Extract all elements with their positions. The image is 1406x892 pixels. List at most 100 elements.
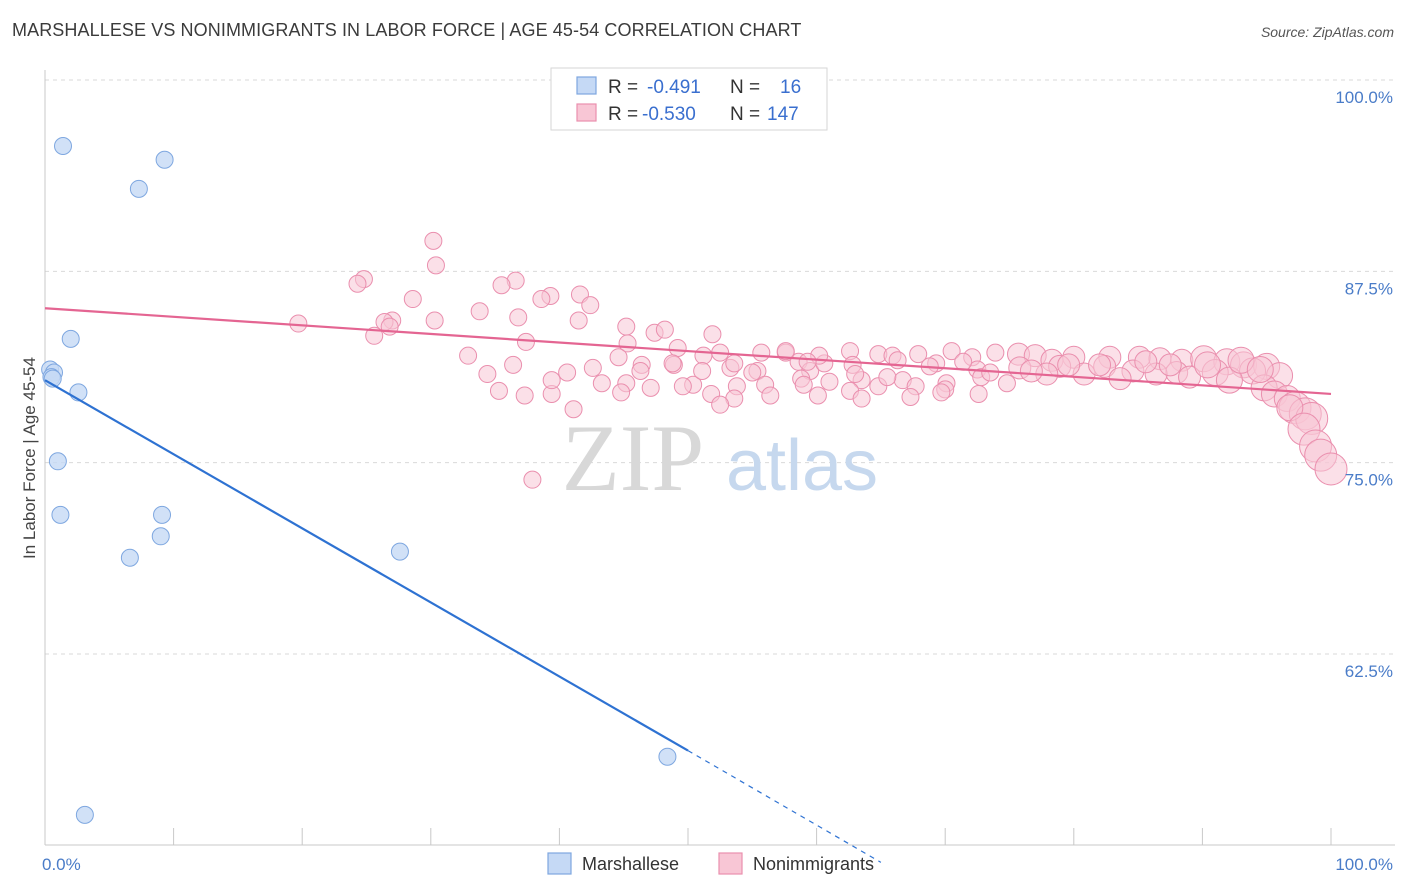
legend-row-marshallese: R = -0.491 N = 16 bbox=[576, 76, 801, 98]
nonimmigrants-point bbox=[516, 332, 535, 351]
watermark-atlas: atlas bbox=[726, 426, 878, 506]
bottom-legend-marshallese: Marshallese bbox=[582, 854, 679, 874]
marshallese-point bbox=[129, 179, 148, 198]
nonimmigrants-point bbox=[1246, 355, 1274, 383]
legend-r-value: -0.491 bbox=[647, 77, 701, 98]
x-tick-labels: 0.0% 100.0% bbox=[42, 855, 1393, 874]
nonimmigrants-point bbox=[558, 363, 577, 382]
nonimmigrants-point bbox=[846, 365, 865, 384]
nonimmigrants-point bbox=[1158, 353, 1182, 377]
nonimmigrants-point bbox=[609, 348, 628, 367]
nonimmigrants-point bbox=[673, 377, 692, 396]
axes bbox=[44, 70, 1395, 846]
nonimmigrants-point bbox=[569, 311, 588, 330]
nonimmigrants-point bbox=[752, 343, 771, 362]
nonimmigrants-point bbox=[641, 378, 660, 397]
marshallese-point bbox=[120, 548, 139, 567]
nonimmigrants-point bbox=[761, 386, 780, 405]
nonimmigrants-point bbox=[523, 470, 542, 489]
marshallese-point bbox=[153, 505, 172, 524]
nonimmigrants-point bbox=[655, 320, 674, 339]
nonimmigrants-point bbox=[542, 371, 561, 390]
marshallese-point bbox=[51, 505, 70, 524]
marshallese-point bbox=[658, 747, 677, 766]
nonimmigrants-point bbox=[798, 352, 817, 371]
legend: R = -0.491 N = 16 R = -0.530 N = 147 bbox=[550, 67, 828, 131]
marshallese-point bbox=[61, 329, 80, 348]
nonimmigrants-point bbox=[617, 317, 636, 336]
nonimmigrants-point bbox=[954, 352, 973, 371]
bottom-legend-nonimmigrants: Nonimmigrants bbox=[753, 854, 874, 874]
nonimmigrants-point bbox=[424, 231, 443, 250]
nonimmigrants-point bbox=[878, 368, 897, 387]
nonimmigrants-point bbox=[794, 375, 813, 394]
marshallese-point bbox=[151, 527, 170, 546]
nonimmigrants-point bbox=[478, 365, 497, 384]
y-tick-labels: 100.0% 87.5% 75.0% 62.5% bbox=[1335, 88, 1393, 681]
nonimmigrants-point bbox=[776, 342, 795, 361]
nonimmigrants-point bbox=[289, 314, 308, 333]
x-tick-label: 0.0% bbox=[42, 855, 81, 874]
nonimmigrants-point bbox=[852, 389, 871, 408]
marshallese-point bbox=[48, 452, 67, 471]
nonimmigrants-point bbox=[694, 346, 713, 365]
nonimmigrants-point bbox=[470, 302, 489, 321]
nonimmigrants-point bbox=[693, 361, 712, 380]
nonimmigrants-point bbox=[583, 358, 602, 377]
nonimmigrants-point bbox=[1019, 359, 1043, 383]
nonimmigrants-point bbox=[532, 290, 551, 309]
y-tick-label: 75.0% bbox=[1345, 471, 1393, 490]
nonimmigrants-point bbox=[663, 354, 682, 373]
nonimmigrants-point bbox=[969, 384, 988, 403]
bottom-legend: Marshallese Nonimmigrants bbox=[547, 852, 874, 875]
x-tick-label: 100.0% bbox=[1335, 855, 1393, 874]
nonimmigrants-point bbox=[997, 374, 1016, 393]
source-label: Source: ZipAtlas.com bbox=[1260, 24, 1394, 40]
legend-n-label: N = bbox=[730, 104, 760, 125]
nonimmigrants-point bbox=[515, 386, 534, 405]
nonimmigrants-point bbox=[492, 276, 511, 295]
nonimmigrants-point bbox=[426, 256, 445, 275]
legend-row-nonimmigrants: R = -0.530 N = 147 bbox=[576, 103, 799, 125]
nonimmigrants-point bbox=[909, 345, 928, 364]
nonimmigrants-point bbox=[743, 363, 762, 382]
y-axis-title: In Labor Force | Age 45-54 bbox=[20, 357, 39, 559]
nonimmigrants-point bbox=[564, 400, 583, 419]
nonimmigrants-point bbox=[403, 290, 422, 309]
nonimmigrants-point bbox=[581, 296, 600, 315]
nonimmigrants-point bbox=[425, 311, 444, 330]
y-tick-label: 87.5% bbox=[1345, 279, 1393, 298]
y-tick-label: 100.0% bbox=[1335, 88, 1393, 107]
legend-r-label: R = bbox=[608, 104, 638, 125]
marshallese-point bbox=[390, 542, 409, 561]
nonimmigrants-point bbox=[489, 381, 508, 400]
legend-n-label: N = bbox=[730, 77, 760, 98]
nonimmigrants-point bbox=[820, 372, 839, 391]
legend-swatch-nonimmigrants bbox=[576, 103, 597, 122]
nonimmigrants-point bbox=[1178, 365, 1202, 389]
chart-title: MARSHALLESE VS NONIMMIGRANTS IN LABOR FO… bbox=[12, 20, 802, 40]
nonimmigrants-point bbox=[808, 386, 827, 405]
nonimmigrants-point bbox=[1088, 353, 1112, 377]
marshallese-points bbox=[41, 136, 677, 824]
trend-lines bbox=[44, 307, 1332, 863]
bottom-legend-swatch-nonimmigrants bbox=[718, 852, 743, 875]
nonimmigrants-trend-line bbox=[44, 307, 1332, 396]
nonimmigrants-point bbox=[711, 395, 730, 414]
marshallese-trend-extension bbox=[687, 750, 882, 863]
marshallese-point bbox=[75, 805, 94, 824]
marshallese-trend-line bbox=[44, 379, 689, 752]
nonimmigrants-point bbox=[986, 343, 1005, 362]
nonimmigrants-point bbox=[1134, 350, 1158, 374]
nonimmigrants-point bbox=[459, 346, 478, 365]
legend-n-value: 16 bbox=[780, 77, 801, 98]
nonimmigrants-point bbox=[592, 374, 611, 393]
y-tick-label: 62.5% bbox=[1345, 662, 1393, 681]
nonimmigrants-point bbox=[509, 308, 528, 327]
nonimmigrants-point bbox=[612, 383, 631, 402]
nonimmigrants-point bbox=[932, 383, 951, 402]
nonimmigrants-point bbox=[703, 325, 722, 344]
nonimmigrants-point bbox=[1194, 351, 1222, 379]
legend-n-value: 147 bbox=[767, 104, 799, 125]
